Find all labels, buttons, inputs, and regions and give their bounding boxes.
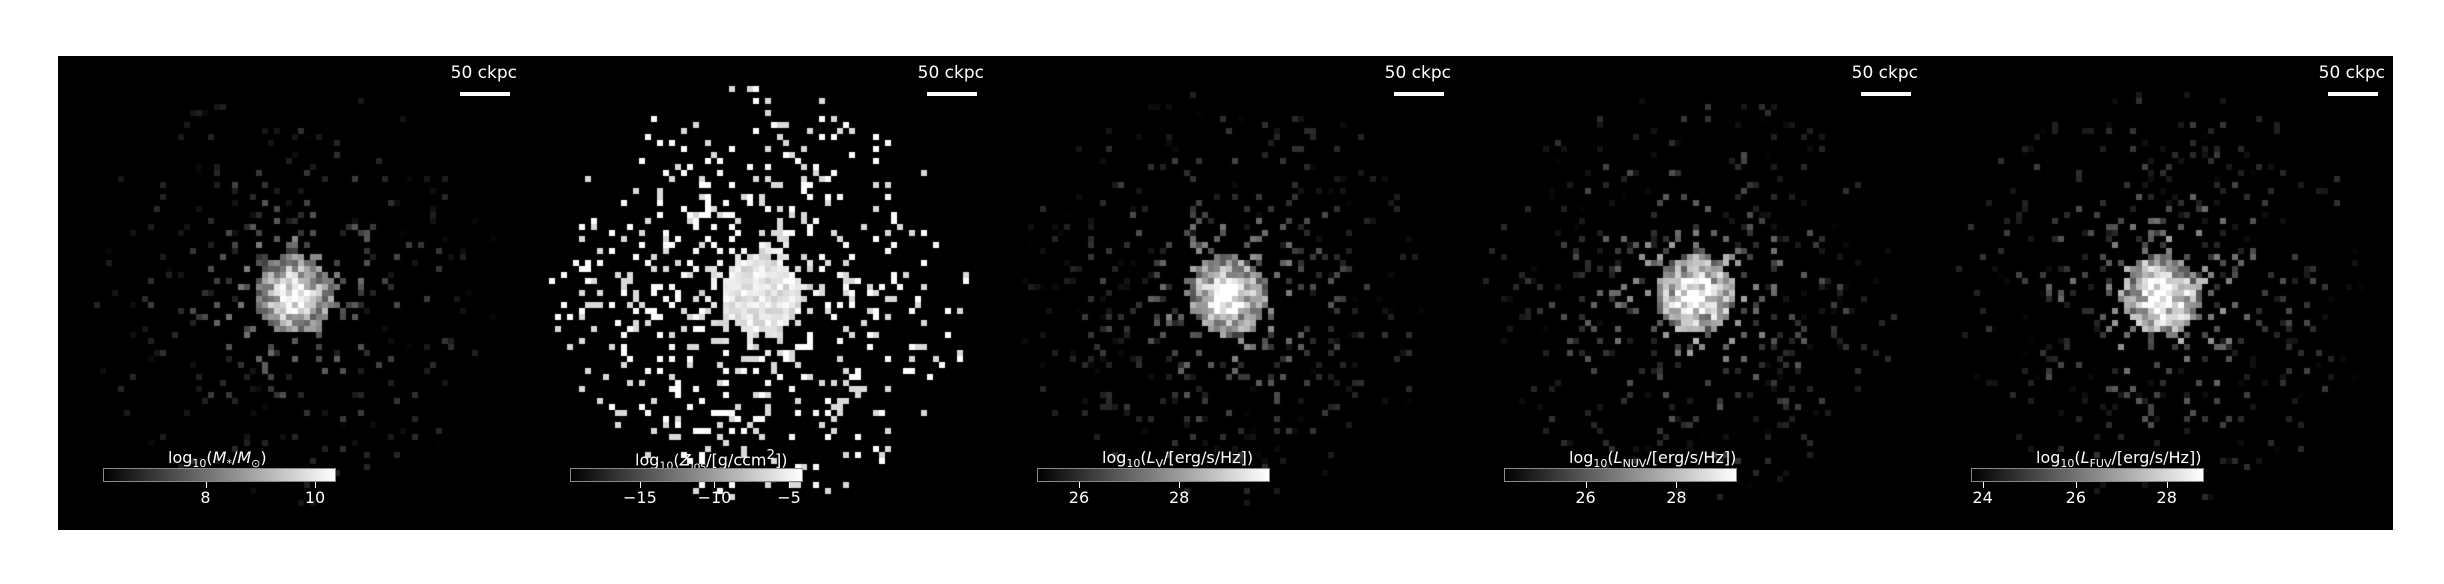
colorbar-tick-mark (2166, 482, 2168, 488)
scale-bar (2328, 92, 2378, 96)
colorbar-tick-label: −10 (697, 488, 732, 507)
colorbar-tick-label: 28 (1168, 488, 1190, 507)
colorbar-tick-label: −15 (623, 488, 657, 507)
map-image-stellar-mass (58, 56, 525, 530)
colorbar-tick-label: 26 (1068, 488, 1090, 507)
scale-bar-label: 50 ckpc (917, 63, 984, 83)
colorbar-tick-label: 26 (1575, 488, 1596, 507)
colorbar-tick-mark (1676, 482, 1678, 488)
colorbar (570, 468, 803, 482)
panel-nuv-luminosity: 50 ckpc log10(LNUV/[erg/s/Hz]) 26 28 (1459, 56, 1926, 530)
colorbar-tick-mark (714, 482, 716, 488)
colorbar-tick-label: −5 (777, 488, 801, 507)
colorbar (1504, 468, 1737, 482)
map-image-nuv-luminosity (1459, 56, 1926, 530)
colorbar-tick-mark (1179, 482, 1181, 488)
colorbar-tick-mark (1585, 482, 1587, 488)
colorbar (103, 468, 336, 482)
scale-bar (460, 92, 510, 96)
colorbar-label: log10(LV/[erg/s/Hz]) (1102, 448, 1254, 471)
colorbar-tick-label: 8 (200, 488, 211, 507)
colorbar-tick-label: 24 (1972, 488, 1993, 507)
colorbar-tick-mark (639, 482, 641, 488)
panel-stellar-mass: 50 ckpc log10(M*/M⊙) 8 10 (58, 56, 525, 530)
scale-bar (927, 92, 977, 96)
colorbar-label: log10(Zlos/[g/ccm2]) (635, 448, 788, 473)
colorbar-tick-label: 10 (304, 488, 326, 507)
panel-fuv-luminosity: 50 ckpc log10(LFUV/[erg/s/Hz]) 24 26 28 (1926, 56, 2393, 530)
colorbar (1971, 468, 2204, 482)
colorbar (1037, 468, 1270, 482)
colorbar-tick-mark (1982, 482, 1984, 488)
colorbar-tick-mark (789, 482, 791, 488)
colorbar-tick-mark (315, 482, 317, 488)
scale-bar-label: 50 ckpc (450, 63, 517, 83)
colorbar-label: log10(LFUV/[erg/s/Hz]) (2036, 448, 2202, 471)
scale-bar (1394, 92, 1444, 96)
scale-bar-label: 50 ckpc (2318, 63, 2385, 83)
map-image-fuv-luminosity (1926, 56, 2393, 530)
colorbar-tick-label: 28 (1666, 488, 1687, 507)
panel-metallicity: 50 ckpc log10(Zlos/[g/ccm2]) −15 −10 −5 (525, 56, 992, 530)
colorbar-tick-mark (205, 482, 207, 488)
colorbar-tick-label: 28 (2156, 488, 2177, 507)
scale-bar (1861, 92, 1911, 96)
colorbar-label: log10(M*/M⊙) (168, 448, 267, 471)
colorbar-label: log10(LNUV/[erg/s/Hz]) (1569, 448, 1737, 471)
map-image-metallicity (525, 56, 992, 530)
colorbar-tick-label: 26 (2065, 488, 2087, 507)
colorbar-tick-mark (1078, 482, 1080, 488)
scale-bar-label: 50 ckpc (1384, 63, 1451, 83)
colorbar-tick-mark (2075, 482, 2077, 488)
map-image-v-band-luminosity (992, 56, 1459, 530)
panel-v-band-luminosity: 50 ckpc log10(LV/[erg/s/Hz]) 26 28 (992, 56, 1459, 530)
scale-bar-label: 50 ckpc (1851, 63, 1918, 83)
